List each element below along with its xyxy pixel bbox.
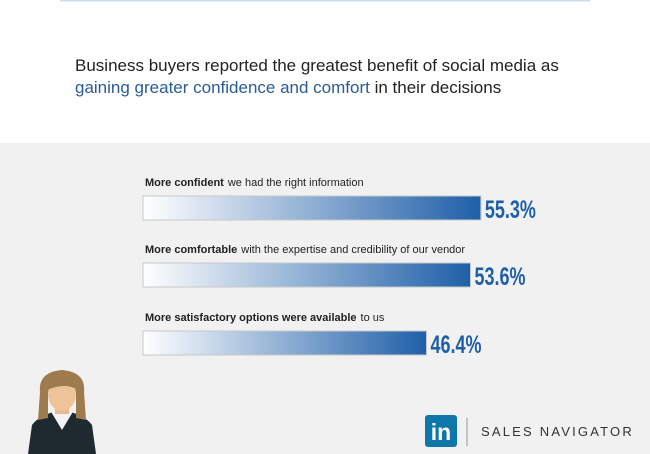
value-label: 55.3% (485, 195, 536, 224)
value-label: 46.4% (431, 330, 482, 359)
value-label: 53.6% (474, 262, 525, 291)
title-line-1: Business buyers reported the greatest be… (75, 56, 559, 75)
brand-name: SALES NAVIGATOR (481, 424, 634, 439)
category-label-rest: we had the right information (227, 177, 364, 189)
brand-logo (425, 415, 457, 447)
category-label-bold: More satisfactory options were available (145, 312, 357, 324)
category-label-bold: More confident (145, 177, 224, 189)
category-label: More satisfactory options were available… (145, 312, 385, 324)
body-background (0, 143, 650, 454)
bar (142, 330, 428, 356)
title-highlight: gaining greater confidence and comfort (75, 78, 370, 97)
header-background (0, 0, 650, 143)
category-label: More comfortable with the expertise and c… (145, 244, 465, 256)
category-label-bold: More comfortable (145, 244, 237, 256)
category-label-rest: with the expertise and credibility of ou… (240, 244, 465, 256)
category-label-rest: to us (361, 312, 385, 324)
title-line-2: gaining greater confidence and comfort i… (75, 78, 501, 97)
bar (142, 195, 482, 221)
person-illustration (28, 370, 96, 454)
bar (142, 262, 471, 288)
brand-logo-text: in (431, 419, 451, 445)
category-label: More confident we had the right informati… (145, 177, 364, 189)
title-end: in their decisions (375, 78, 502, 97)
